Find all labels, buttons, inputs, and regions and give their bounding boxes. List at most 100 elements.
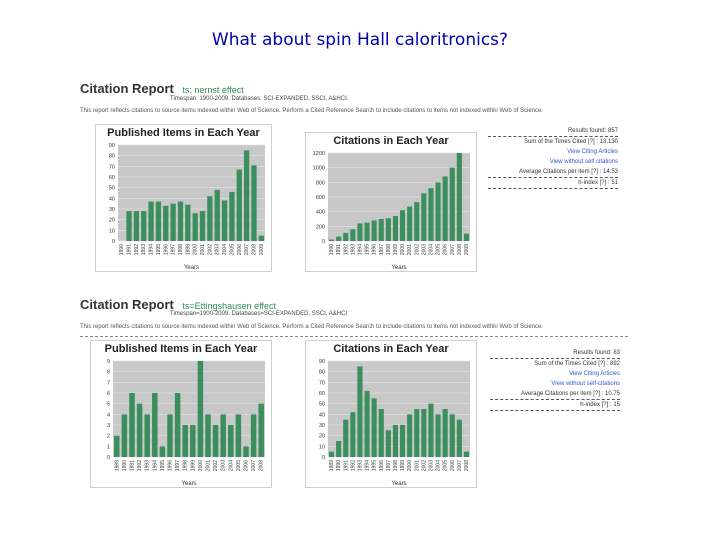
x-tick-label: 1994	[152, 460, 158, 471]
x-tick-label: 2000	[198, 460, 204, 471]
bar	[449, 167, 455, 241]
y-tick-label: 50	[109, 186, 115, 192]
x-tick-label: 1999	[393, 244, 399, 255]
y-tick-label: 800	[316, 180, 325, 186]
x-tick-label: 1994	[149, 244, 155, 255]
bar	[190, 425, 196, 457]
bar	[378, 409, 384, 457]
bar	[357, 223, 363, 241]
bar	[212, 425, 219, 457]
y-tick-label: 0	[112, 239, 115, 245]
x-tick-label: 1997	[175, 460, 181, 471]
divider	[488, 177, 618, 178]
chart-title: Citations in Each Year	[333, 135, 449, 147]
plot-area	[113, 361, 265, 457]
published-items-chart: Published Items in Each Year 0 10 20 30 40 50…	[95, 124, 272, 272]
x-tick-label: 2006	[443, 244, 449, 255]
citation-stats-panel: Results found: 857 Sum of the Times Cite…	[488, 126, 618, 189]
bar	[414, 202, 420, 241]
y-tick-label: 70	[109, 164, 115, 170]
view-without-self-citations-link[interactable]: View without self-citations	[551, 381, 620, 387]
x-tick-label: 2004	[436, 460, 442, 471]
report-note: This report reflects citations to source…	[80, 324, 544, 330]
x-tick-label: 1992	[350, 460, 356, 471]
x-tick-label: 2000	[407, 460, 413, 471]
bar	[407, 414, 413, 457]
report-header: Citation Report ts: nernst effect	[80, 80, 244, 98]
x-tick-label: 2002	[207, 244, 213, 255]
x-tick-label: 2008	[251, 244, 257, 255]
x-axis-label: Years	[184, 265, 199, 271]
bar	[442, 409, 448, 457]
bar	[364, 222, 370, 241]
bar	[407, 206, 413, 241]
x-tick-label: 1990	[329, 244, 335, 255]
bar	[343, 232, 349, 241]
x-tick-label: 1998	[393, 460, 399, 471]
x-tick-label: 1998	[178, 244, 184, 255]
bar	[463, 233, 470, 241]
divider	[488, 188, 618, 189]
x-tick-label: 2006	[237, 244, 243, 255]
y-tick-label: 90	[319, 359, 325, 365]
x-tick-label: 2004	[428, 244, 434, 255]
x-tick-label: 1992	[343, 244, 349, 255]
divider	[490, 399, 620, 400]
x-tick-label: 2001	[200, 244, 206, 255]
bar	[392, 216, 399, 241]
x-tick-label: 2007	[457, 460, 463, 471]
x-tick-label: 1997	[379, 244, 385, 255]
bar	[205, 414, 211, 457]
report-note: This report reflects citations to source…	[80, 108, 544, 114]
bar	[229, 191, 235, 241]
x-tick-label: 1994	[357, 244, 363, 255]
x-tick-label: 2000	[193, 244, 199, 255]
x-tick-label: 2003	[421, 244, 427, 255]
bar	[136, 403, 143, 457]
bar	[378, 219, 384, 241]
x-tick-label: 2003	[428, 460, 434, 471]
x-tick-label: 1999	[400, 460, 406, 471]
view-citing-articles-link[interactable]: View Citing Articles	[567, 149, 618, 155]
x-tick-label: 2008	[457, 244, 463, 255]
y-tick-label: 60	[319, 391, 325, 397]
x-tick-label: 2004	[228, 460, 234, 471]
y-tick-label: 0	[322, 455, 325, 461]
bar	[163, 205, 169, 241]
y-tick-label: 4	[107, 412, 110, 418]
x-tick-label: 2004	[222, 244, 228, 255]
y-tick-label: 10	[109, 228, 115, 234]
bar	[220, 414, 226, 457]
x-tick-label: 1995	[160, 460, 166, 471]
x-tick-label: 2008	[259, 460, 265, 471]
bar	[336, 441, 342, 457]
bar	[385, 430, 391, 457]
bar	[336, 236, 342, 241]
x-tick-label: 2003	[221, 460, 227, 471]
bar	[399, 210, 406, 241]
bar	[159, 446, 166, 457]
x-tick-label: 1990	[119, 244, 125, 255]
x-tick-label: 2005	[443, 460, 449, 471]
report-meta: Timespan: 1900-2009. Databases: SCI-EXPA…	[170, 96, 349, 102]
x-tick-label: 1992	[137, 460, 143, 471]
report-header: Citation Report ts=Ettingshausen effect	[80, 296, 276, 314]
bar	[414, 409, 420, 457]
divider	[80, 336, 628, 337]
y-tick-label: 40	[319, 412, 325, 418]
report-title: Citation Report	[80, 81, 174, 96]
x-tick-label: 1996	[168, 460, 174, 471]
view-citing-articles-link[interactable]: View Citing Articles	[569, 371, 620, 377]
x-tick-label: 1995	[372, 460, 378, 471]
bar	[114, 435, 120, 457]
x-tick-label: 2007	[251, 460, 257, 471]
x-tick-label: 2005	[236, 460, 242, 471]
sum-times-cited: Sum of the Times Cited [?] : 13,130	[523, 139, 618, 145]
x-tick-label: 1991	[336, 244, 342, 255]
view-without-self-citations-link[interactable]: View without self citations	[549, 159, 618, 165]
citation-report-ettingshausen: Citation Report ts=Ettingshausen effect …	[80, 296, 640, 488]
y-tick-label: 70	[319, 380, 325, 386]
y-tick-label: 8	[107, 370, 110, 376]
y-tick-label: 7	[107, 380, 110, 386]
x-tick-label: 1990	[122, 460, 128, 471]
